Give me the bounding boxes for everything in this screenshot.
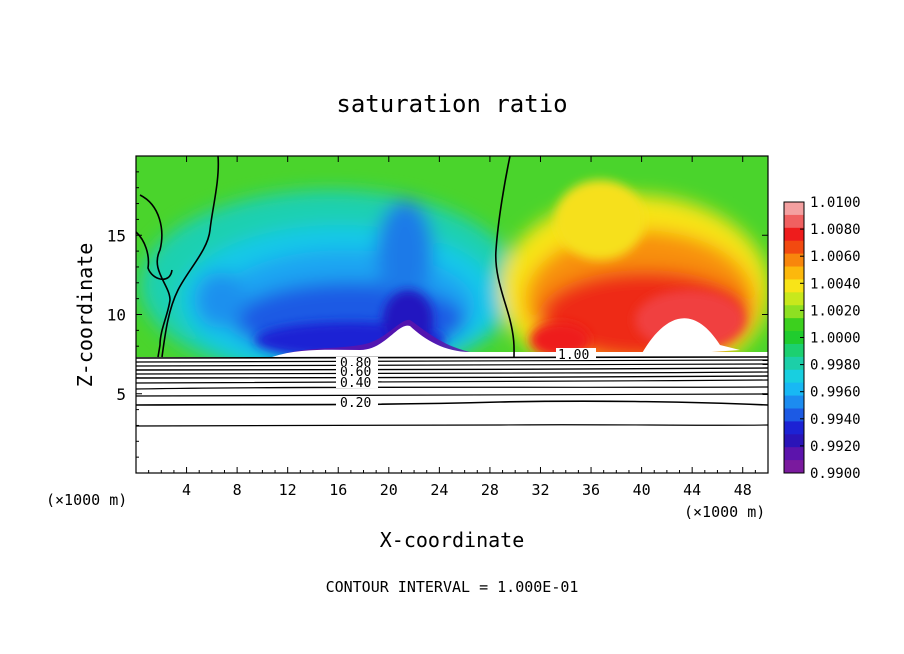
colorbar-segment [784, 202, 804, 216]
x-tick-label: 48 [734, 481, 752, 499]
colorbar-segment [784, 253, 804, 268]
colorbar-segment [784, 395, 804, 409]
colorbar-segment [784, 343, 804, 358]
x-tick-label: 4 [182, 481, 191, 499]
colorbar-segment [784, 447, 804, 461]
x-tick-label: 16 [329, 481, 347, 499]
colorbar-tick-label: 1.0040 [810, 276, 861, 292]
colorbar-tick-label: 1.0000 [810, 331, 861, 347]
y-tick-label: 5 [116, 385, 126, 404]
isolines [136, 356, 768, 427]
colorbar-tick-label: 1.0100 [810, 195, 861, 211]
colorbar-tick-label: 0.9900 [810, 466, 861, 482]
x-axis-ticks: 4 8 12 16 20 24 28 32 36 40 44 48 [148, 156, 756, 499]
colorbar-segment [784, 305, 804, 319]
x-tick-label: 20 [380, 481, 398, 499]
y-axis-label: Z-coordinate [73, 243, 97, 388]
x-tick-label: 44 [683, 481, 701, 499]
colorbar-segment [784, 227, 804, 242]
colorbar-tick-label: 0.9980 [810, 358, 861, 374]
colorbar-segment [784, 408, 804, 422]
y-tick-label: 15 [107, 226, 126, 245]
contour-label-0.40: 0.40 [340, 376, 371, 391]
colorbar-segment [784, 382, 804, 397]
colorbar-segment [784, 240, 804, 255]
colorbar-segment [784, 331, 804, 345]
colorbar-tick-label: 0.9940 [810, 412, 861, 428]
colorbar-segment [784, 318, 804, 332]
field-blob-yellow-top [555, 180, 645, 260]
colorbar: 1.0100 1.0080 1.0060 1.0040 1.0020 1.0000 0.99… [783, 195, 861, 482]
colorbar-tick-label: 1.0060 [810, 249, 861, 265]
x-tick-label: 36 [582, 481, 600, 499]
y-tick-label: 10 [107, 306, 126, 325]
y-axis-ticks: 5 10 15 [107, 171, 768, 458]
x-unit-left: (×1000 m) [46, 491, 127, 509]
x-tick-label: 24 [430, 481, 448, 499]
colorbar-tick-label: 0.9960 [810, 385, 861, 401]
x-tick-label: 28 [481, 481, 499, 499]
x-axis-label: X-coordinate [380, 528, 525, 552]
colorbar-tick-label: 1.0020 [810, 303, 861, 319]
contour-label-1.00: 1.00 [558, 348, 589, 363]
chart-title: saturation ratio [336, 90, 567, 118]
x-tick-label: 32 [531, 481, 549, 499]
field-blob-left-small [195, 272, 245, 328]
x-tick-label: 8 [233, 481, 242, 499]
contour-labels: 0.80 0.60 0.40 0.20 1.00 [336, 348, 596, 411]
colorbar-segment [784, 460, 804, 474]
field-contours [136, 156, 515, 358]
colorbar-segment [784, 434, 804, 448]
plot-area [136, 156, 768, 473]
colorbar-segment [784, 266, 804, 280]
colorbar-tick-label: 1.0080 [810, 222, 861, 238]
colorbar-tick-label: 0.9920 [810, 439, 861, 455]
field-blob-upper-blue [377, 200, 433, 300]
colorbar-segment [784, 356, 804, 371]
x-tick-label: 40 [633, 481, 651, 499]
colorbar-segment [784, 369, 804, 384]
colorbar-segment [784, 279, 804, 293]
x-unit-right: (×1000 m) [684, 503, 765, 521]
x-tick-label: 12 [279, 481, 297, 499]
contour-interval-note: CONTOUR INTERVAL = 1.000E-01 [326, 578, 579, 596]
colorbar-segment [784, 292, 804, 306]
colorbar-segment [784, 214, 804, 229]
contour-label-0.20: 0.20 [340, 396, 371, 411]
colorbar-segment [784, 421, 804, 435]
